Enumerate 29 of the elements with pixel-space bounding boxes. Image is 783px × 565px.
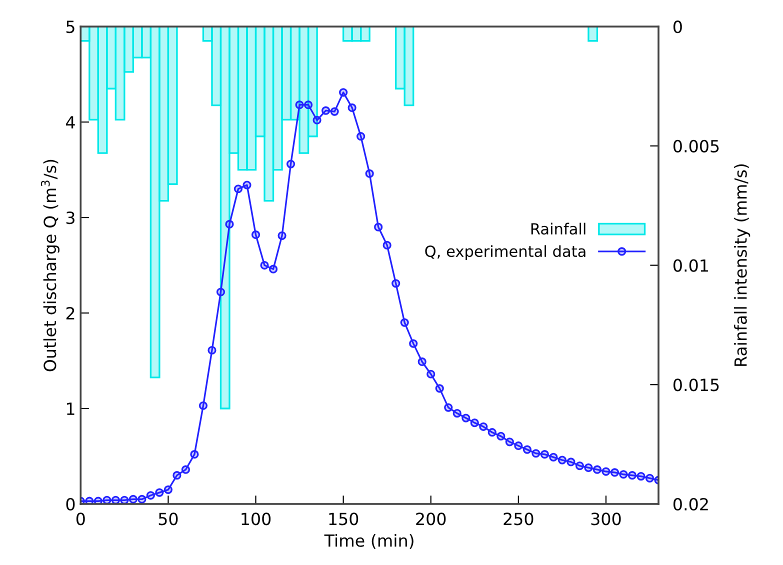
bar [150,26,160,378]
y-tick-label: 0 [66,498,75,511]
y-axis-title: Outlet discharge Q (m$^{3}$/s) [40,160,60,372]
y2-tick-label: 0 [673,20,682,34]
y2-axis-title: Rainfall intensity (mm/s) [734,164,750,366]
y-tick-label: 1 [67,402,74,415]
bar [404,26,414,106]
bar [588,26,598,42]
y-tick-label: 3 [66,211,74,224]
x-axis-title: Time (min) [324,534,414,549]
bar [360,26,370,42]
x-tick-label: 0 [76,512,85,526]
bar [114,26,126,120]
y-tick-label: 4 [66,116,75,128]
x-tick-label: 250 [504,512,534,526]
legend-label: Q, experimental data [425,245,586,260]
bar [167,26,178,185]
x-tick-label: 200 [416,512,446,526]
x-tick-label: 150 [329,512,358,526]
y-tick-label: 5 [66,20,74,34]
x-tick-label: 300 [591,512,621,526]
y-tick-label: 2 [66,306,74,320]
y2-tick-label: 0.015 [673,378,719,392]
x-tick-label: 100 [242,512,271,526]
x-tick-label: 50 [158,512,178,526]
legend-label: Rainfall [531,222,586,235]
y2-tick-label: 0.01 [673,259,708,272]
y2-tick-label: 0.005 [673,140,719,152]
y2-tick-label: 0.02 [673,498,708,511]
